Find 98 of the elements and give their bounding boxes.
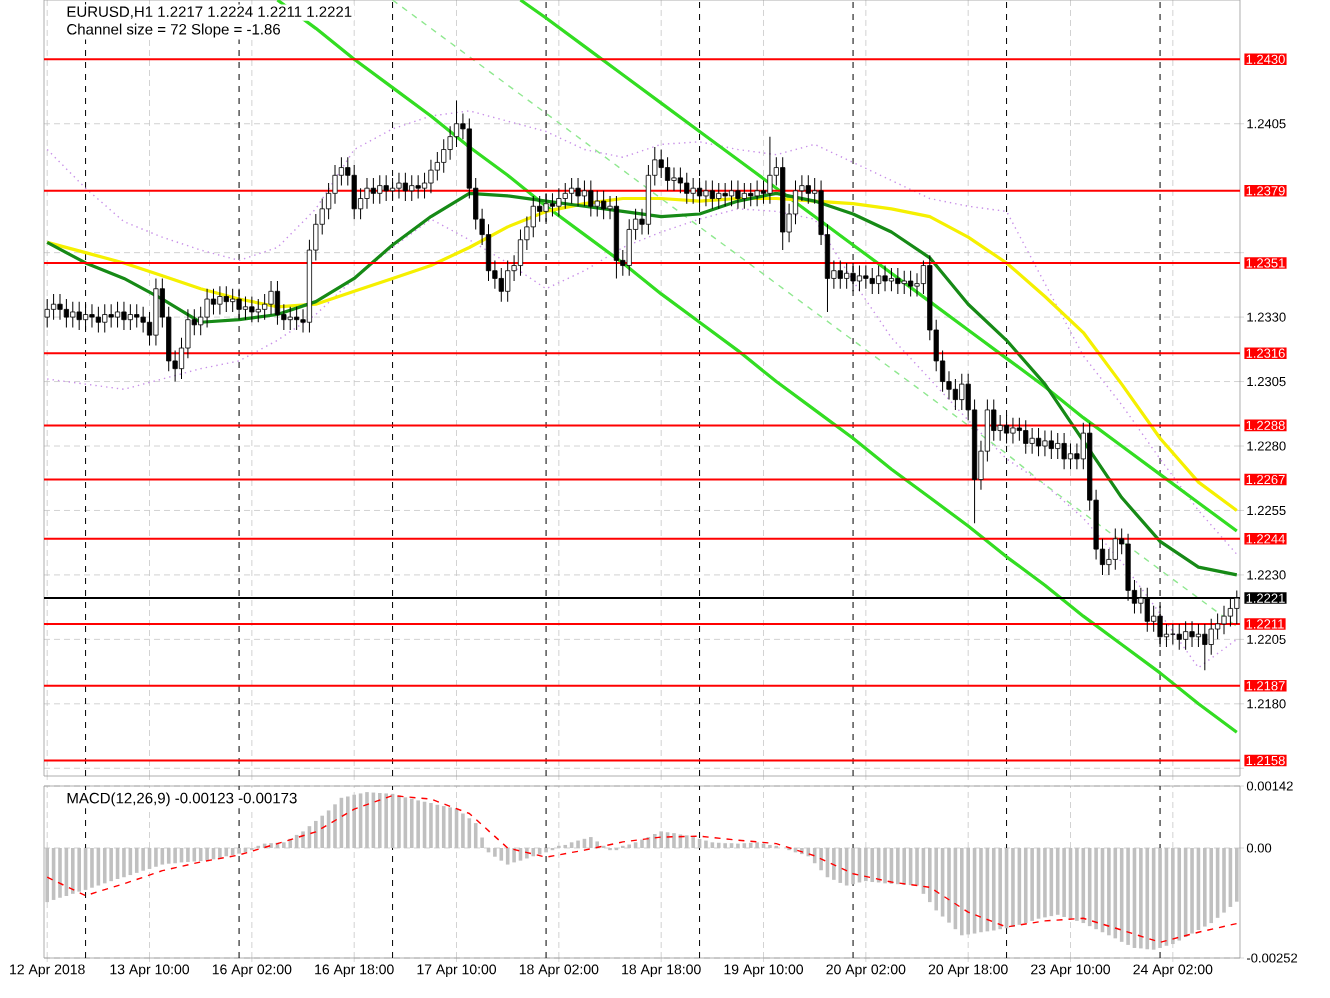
candlestick <box>684 172 690 205</box>
candlestick <box>217 285 223 316</box>
candlestick <box>748 182 754 207</box>
candlestick <box>1061 432 1067 470</box>
candlestick <box>754 179 760 207</box>
candlestick <box>549 192 556 218</box>
candlestick <box>268 280 274 316</box>
candlestick <box>556 187 562 218</box>
candlestick <box>1010 417 1016 444</box>
line-series <box>45 191 1239 577</box>
candlestick <box>153 277 159 346</box>
candlestick <box>134 303 140 328</box>
candlestick <box>709 179 715 210</box>
candlestick <box>728 179 735 207</box>
candlestick <box>1189 620 1195 648</box>
candlestick <box>409 174 415 202</box>
candlestick <box>204 288 210 328</box>
candlestick <box>767 136 773 205</box>
candlestick <box>588 179 594 218</box>
candlestick <box>51 293 57 321</box>
candlestick <box>869 267 875 295</box>
candlestick <box>671 167 677 192</box>
candlestick <box>121 301 127 331</box>
candlestick <box>1055 432 1061 460</box>
line-series <box>518 0 1239 533</box>
candlestick <box>703 179 709 207</box>
candlestick <box>888 267 895 292</box>
candlestick <box>901 270 907 295</box>
candlestick <box>908 270 914 297</box>
candlestick <box>997 414 1003 442</box>
candlestick <box>1183 620 1189 651</box>
candlestick <box>415 174 421 200</box>
candlestick <box>383 174 389 202</box>
candlestick <box>108 303 114 328</box>
line-series <box>46 794 1238 943</box>
candlestick <box>959 373 965 411</box>
candlestick <box>255 298 261 323</box>
candlestick <box>601 190 607 220</box>
candlestick <box>63 298 69 328</box>
candlestick <box>735 179 741 210</box>
candlestick <box>882 265 888 292</box>
candlestick <box>1023 419 1029 455</box>
candlestick <box>76 301 82 331</box>
candlestick <box>114 301 121 328</box>
candlestick <box>89 303 95 328</box>
candlestick <box>1035 427 1042 457</box>
candlestick <box>274 280 281 326</box>
candlestick <box>856 265 863 292</box>
candlestick <box>249 295 255 323</box>
candlestick <box>210 288 217 316</box>
candlestick <box>1048 430 1054 460</box>
candlestick <box>223 285 229 313</box>
candlestick <box>498 267 504 303</box>
candlestick <box>1067 442 1074 470</box>
candlestick <box>760 179 767 205</box>
candlestick <box>664 156 671 192</box>
candlestick <box>537 195 543 223</box>
candlestick <box>1221 605 1227 635</box>
candlestick <box>377 174 383 205</box>
candlestick <box>505 259 511 303</box>
candlestick <box>127 303 133 331</box>
candlestick <box>396 172 402 200</box>
candlestick <box>805 174 811 205</box>
candlestick <box>1029 427 1035 455</box>
candlestick <box>952 378 958 411</box>
candlestick <box>1202 623 1208 671</box>
line-series <box>46 208 1238 669</box>
candlestick <box>44 298 50 328</box>
candlestick <box>102 303 108 334</box>
candlestick <box>1176 623 1182 651</box>
candlestick <box>722 182 728 207</box>
candlestick <box>895 267 901 295</box>
candlestick <box>1042 430 1048 457</box>
candlestick <box>1112 528 1118 571</box>
candlestick <box>863 265 869 290</box>
candlestick <box>70 301 76 328</box>
candlestick <box>1151 605 1157 633</box>
candlestick <box>569 177 575 205</box>
candlestick <box>562 182 568 210</box>
candlestick <box>370 177 376 205</box>
candlestick <box>716 182 722 210</box>
candlestick <box>876 265 882 295</box>
candlestick <box>95 306 101 334</box>
candlestick <box>402 172 408 202</box>
candlestick <box>428 159 434 194</box>
candlestick <box>844 262 850 290</box>
candlestick <box>837 259 843 290</box>
candlestick <box>575 177 581 207</box>
candlestick <box>287 306 293 331</box>
candlestick <box>242 295 249 321</box>
candlestick <box>57 293 63 321</box>
candlestick <box>690 177 696 205</box>
candlestick <box>581 179 588 207</box>
candlestick <box>594 190 600 218</box>
candlestick <box>351 164 357 220</box>
candlestick <box>741 182 747 210</box>
candlestick <box>294 306 300 331</box>
candlestick <box>230 288 236 313</box>
